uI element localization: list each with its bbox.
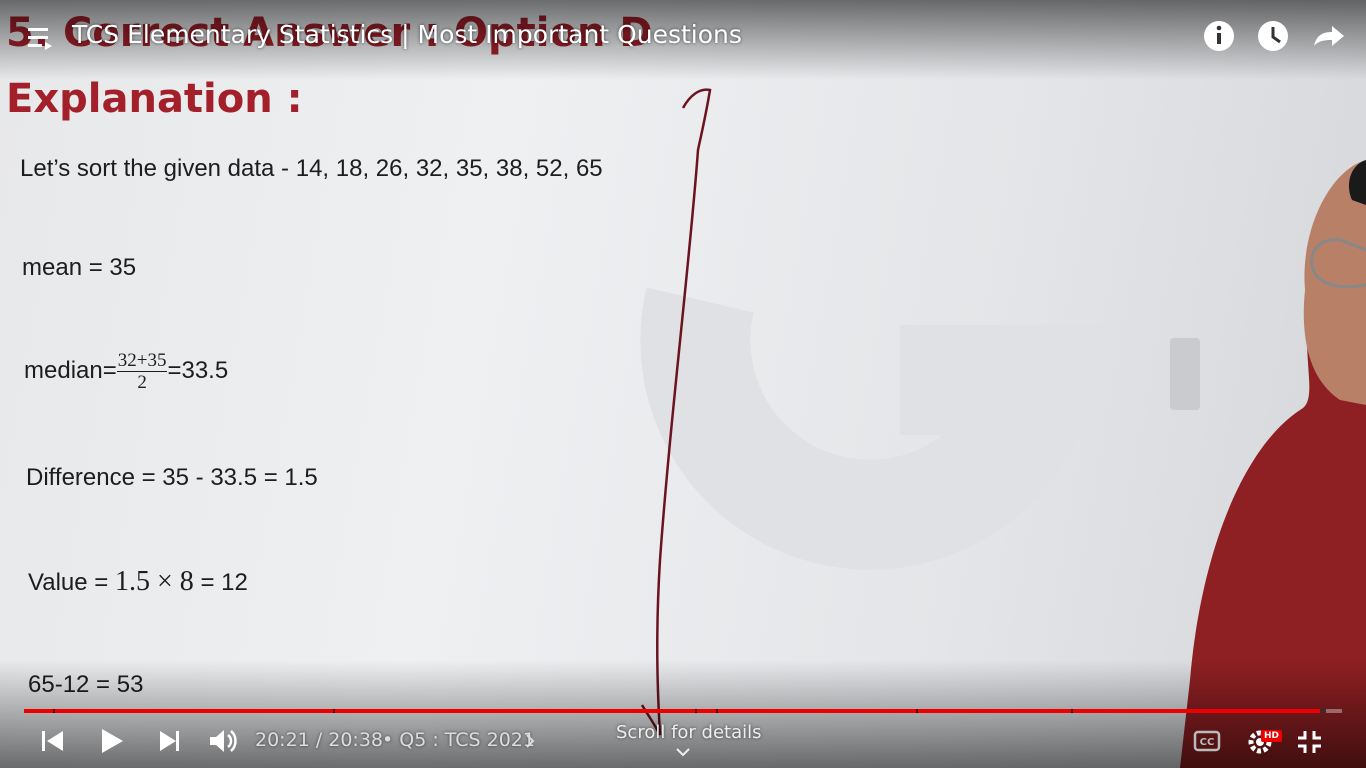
median-line: median= 32+35 2 =33.5 (24, 350, 228, 393)
fraction-numerator: 32+35 (116, 350, 168, 372)
difference-line: Difference = 35 - 33.5 = 1.5 (26, 464, 318, 491)
value-result: = 12 (200, 569, 248, 596)
right-controls: CC (1193, 730, 1321, 754)
chapter-dividers (53, 709, 1326, 713)
fraction-denominator: 2 (137, 372, 147, 393)
play-button[interactable] (102, 729, 123, 753)
video-title[interactable]: TCS Elementary Statistics | Most Importa… (72, 20, 742, 49)
scroll-chevron[interactable] (675, 746, 691, 758)
hd-badge: HD (1261, 730, 1283, 742)
sort-line: Let’s sort the given data - 14, 18, 26, … (20, 155, 603, 182)
playback-controls (42, 729, 237, 753)
svg-text:CC: CC (1200, 737, 1215, 748)
chapter-title[interactable]: • Q5 : TCS 2021 (382, 729, 535, 751)
previous-button[interactable] (42, 731, 63, 751)
share-button[interactable] (1314, 26, 1344, 46)
median-label: median= (24, 356, 117, 384)
presenter-face (1303, 160, 1366, 405)
explanation-heading: Explanation : (6, 76, 303, 122)
bottom-overlay (0, 660, 1366, 768)
median-result: =33.5 (167, 356, 229, 384)
median-fraction: 32+35 2 (116, 350, 168, 393)
mean-line: mean = 35 (22, 254, 137, 281)
wall-fixture (1170, 338, 1200, 410)
captions-button[interactable]: CC (1193, 730, 1221, 752)
watch-later-button[interactable] (1258, 21, 1288, 51)
chapter-arrow[interactable] (524, 732, 536, 750)
value-line: Value = 1.5 × 8 = 12 (28, 566, 248, 598)
presenter-hair (1348, 160, 1366, 205)
fullscreen-exit-button[interactable] (1298, 731, 1321, 753)
volume-button[interactable] (210, 730, 237, 752)
top-actions (1204, 21, 1344, 51)
presenter-glasses (1310, 238, 1366, 289)
progress-played (24, 709, 1320, 713)
watermark-logo (640, 287, 1110, 570)
time-display: 20:21 / 20:38 (255, 729, 383, 751)
info-button[interactable] (1204, 21, 1234, 51)
value-expression: 1.5 × 8 (114, 566, 194, 597)
top-overlay (0, 0, 1366, 80)
progress-bar[interactable] (0, 700, 1366, 722)
value-label: Value = (28, 569, 109, 596)
next-button[interactable] (160, 731, 179, 751)
scroll-hint[interactable]: Scroll for details (616, 722, 762, 743)
playlist-button[interactable] (26, 26, 56, 52)
